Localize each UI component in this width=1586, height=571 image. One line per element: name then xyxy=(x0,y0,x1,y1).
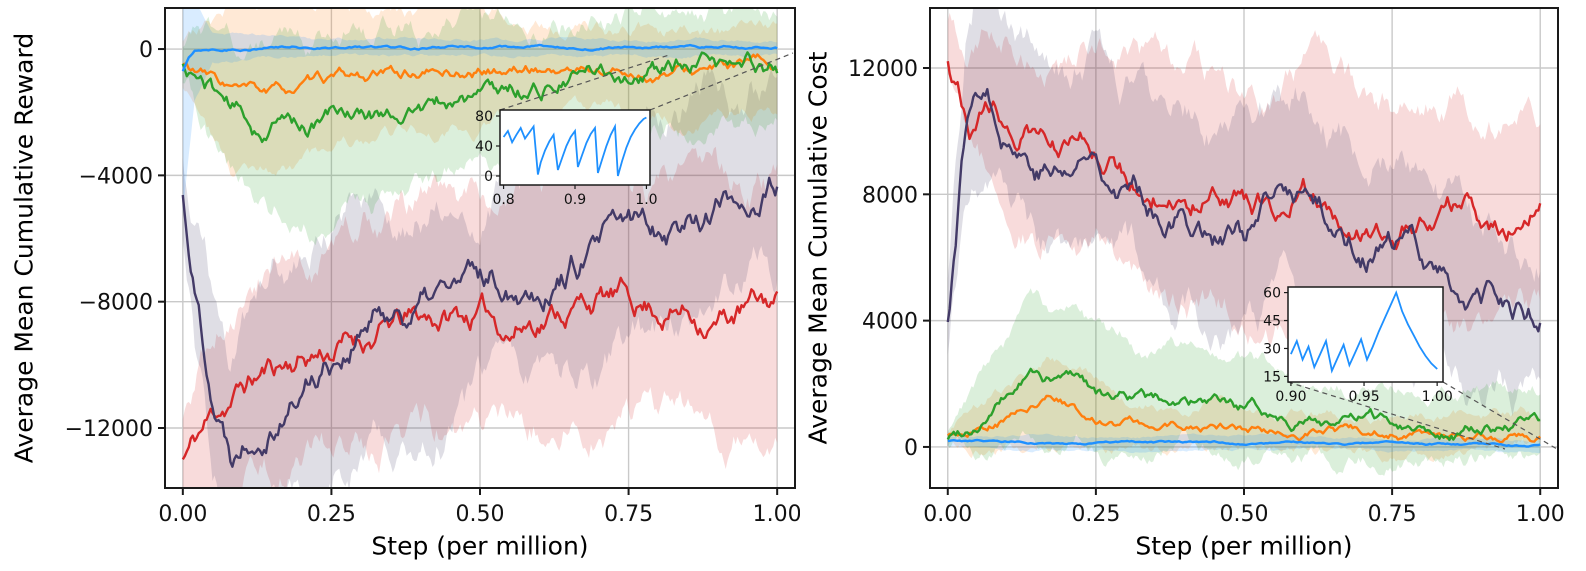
series-line-red xyxy=(181,276,779,461)
series-band-green xyxy=(182,8,778,246)
inset-x-tick-label: 0.95 xyxy=(1348,389,1379,405)
inset-x-tick-label: 0.8 xyxy=(492,192,514,208)
cost-x-axis-label: Step (per million) xyxy=(1135,531,1353,561)
series-group xyxy=(946,8,1542,476)
series-band-orange xyxy=(182,8,778,177)
reward-x-axis-label: Step (per million) xyxy=(371,531,589,561)
tick-group: 0.00 0.25 0.50 0.75 1.000−4000−8000−12000 xyxy=(65,38,800,527)
series-band-red xyxy=(947,12,1541,361)
series-line-blue xyxy=(181,43,778,72)
inset-series-line xyxy=(502,116,647,177)
x-tick-label: 0.00 xyxy=(158,502,207,527)
inset-y-tick-label: 40 xyxy=(475,139,493,155)
inset: 0.8 0.9 1.0 0 40 80 xyxy=(475,109,657,208)
inset-x-tick-label: 1.0 xyxy=(635,192,657,208)
inset-y-tick-label: 60 xyxy=(1263,286,1281,302)
x-tick-label: 0.50 xyxy=(1220,502,1269,527)
x-tick-label: 0.25 xyxy=(1071,502,1120,527)
cost-chart-panel: Average Mean Cumulative Cost Step (per m… xyxy=(800,0,1586,571)
inset-y-tick-label: 30 xyxy=(1263,341,1281,357)
tick-group: 0.00 0.25 0.50 0.75 1.00 0 4000 8000 12000 xyxy=(848,57,1565,527)
x-tick-label: 0.00 xyxy=(923,502,972,527)
series-band-blue xyxy=(947,433,1541,454)
x-tick-label: 0.25 xyxy=(307,502,356,527)
series-band-green xyxy=(947,288,1541,476)
reward-chart-svg: 0.00 0.25 0.50 0.75 1.000−4000−8000−120000.8… xyxy=(65,7,800,527)
y-tick-label: 0 xyxy=(139,38,153,63)
inset-x-tick-label: 0.90 xyxy=(1275,389,1306,405)
inset-y-tick-label: 0 xyxy=(484,169,493,185)
inset-background xyxy=(500,110,650,185)
inset-connector xyxy=(1442,381,1558,450)
inset-x-tick-label: 0.9 xyxy=(564,192,586,208)
series-band-red xyxy=(182,144,778,488)
inset-connector xyxy=(1287,381,1506,450)
inset-y-tick-label: 45 xyxy=(1263,314,1281,330)
y-tick-label: −4000 xyxy=(79,164,153,189)
y-tick-label: 0 xyxy=(904,436,918,461)
inset-y-tick-label: 15 xyxy=(1263,369,1281,385)
inset-series-line xyxy=(1290,290,1438,374)
inset-connector xyxy=(499,54,670,111)
x-tick-label: 0.75 xyxy=(604,502,653,527)
reward-chart-panel: Average Mean Cumulative Reward Step (per… xyxy=(10,7,800,561)
series-line-green xyxy=(946,367,1541,442)
y-tick-label: 8000 xyxy=(862,183,918,208)
y-tick-label: 12000 xyxy=(848,57,918,82)
x-tick-label: 0.50 xyxy=(456,502,505,527)
x-tick-label: 1.00 xyxy=(1516,502,1565,527)
x-tick-label: 1.00 xyxy=(753,502,800,527)
series-line-orange xyxy=(182,53,778,95)
y-tick-label: 4000 xyxy=(862,310,918,335)
series-line-blue xyxy=(947,438,1541,448)
inset-spines xyxy=(1287,286,1444,383)
x-tick-label: 0.75 xyxy=(1368,502,1417,527)
y-tick-label: −12000 xyxy=(65,417,153,442)
y-tick-label: −8000 xyxy=(79,291,153,316)
inset: 0.90 0.95 1.00 15 30 45 60 xyxy=(1263,286,1453,405)
series-line-purple xyxy=(181,176,779,468)
inset-background xyxy=(1288,287,1443,382)
inset-y-tick-label: 80 xyxy=(475,109,493,125)
inset-connector xyxy=(649,52,794,111)
series-line-purple xyxy=(946,87,1542,333)
inset-x-tick-label: 1.00 xyxy=(1422,389,1453,405)
series-line-green xyxy=(181,51,779,144)
series-line-red xyxy=(946,61,1542,251)
